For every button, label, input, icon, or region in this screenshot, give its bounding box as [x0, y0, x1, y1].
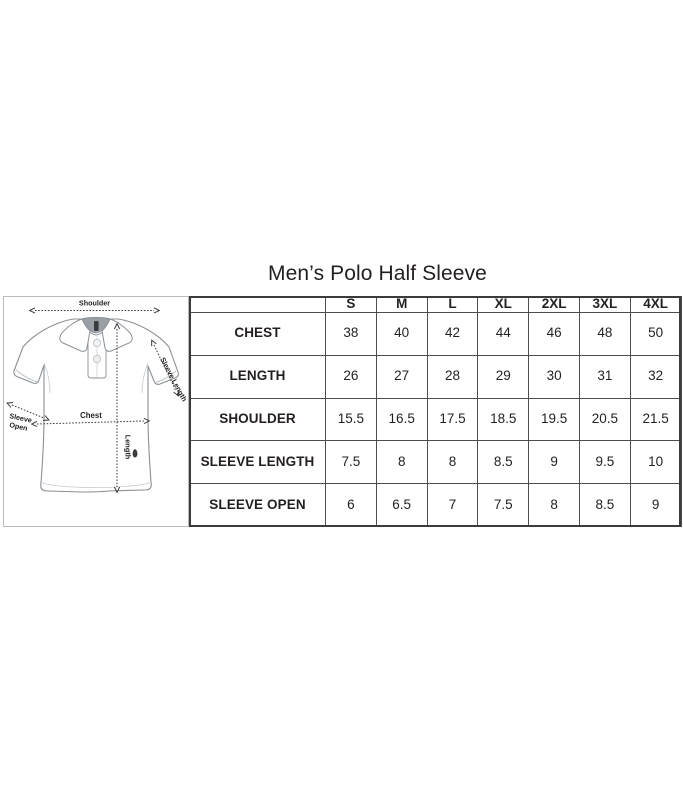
cell-sleeve-length-2xl: 9: [528, 440, 580, 485]
table-header-2xl: 2XL: [528, 296, 580, 313]
row-label-length: LENGTH: [189, 354, 326, 399]
cell-length-4xl: 32: [629, 354, 682, 399]
length-label: Length: [124, 435, 133, 460]
cell-sleeve-length-m: 8: [375, 440, 428, 485]
table-row: SHOULDER 15.5 16.5 17.5 18.5 19.5 20.5 21.5: [189, 397, 682, 442]
cell-shoulder-m: 16.5: [375, 397, 428, 442]
cell-chest-3xl: 48: [578, 311, 631, 356]
cell-shoulder-2xl: 19.5: [528, 397, 580, 442]
table-header-3xl: 3XL: [578, 296, 631, 313]
cell-chest-2xl: 46: [528, 311, 580, 356]
row-label-sleeve-open: SLEEVE OPEN: [189, 483, 326, 527]
table-header-m: M: [375, 296, 428, 313]
table-header-xl: XL: [477, 296, 530, 313]
table-row: CHEST 38 40 42 44 46 48 50: [189, 311, 682, 356]
cell-chest-4xl: 50: [629, 311, 682, 356]
cell-shoulder-s: 15.5: [325, 397, 377, 442]
table-header-l: L: [426, 296, 479, 313]
cell-shoulder-l: 17.5: [426, 397, 479, 442]
shoulder-label: Shoulder: [79, 299, 110, 308]
cell-chest-s: 38: [325, 311, 377, 356]
table-corner-cell: [189, 296, 326, 313]
table-row: SLEEVE LENGTH 7.5 8 8 8.5 9 9.5 10: [189, 440, 682, 485]
cell-sleeve-length-3xl: 9.5: [578, 440, 631, 485]
cell-sleeve-length-xl: 8.5: [477, 440, 530, 485]
cell-length-s: 26: [325, 354, 377, 399]
size-chart-table: S M L XL 2XL 3XL 4XL CHEST 38 40 42 44 46 48 50 LENGTH…: [189, 296, 682, 527]
garment-diagram-panel: Shoulder Length Chest Sleeve Length Slee…: [3, 296, 189, 527]
table-row: LENGTH 26 27 28 29 30 31 32: [189, 354, 682, 399]
table-row: SLEEVE OPEN 6 6.5 7 7.5 8 8.5 9: [189, 483, 682, 527]
cell-chest-m: 40: [375, 311, 428, 356]
cell-sleeve-open-xl: 7.5: [477, 483, 530, 527]
sleeve-open-measure-line: [12, 405, 44, 418]
cell-sleeve-open-3xl: 8.5: [578, 483, 631, 527]
table-header-s: S: [325, 296, 377, 313]
cell-sleeve-open-m: 6.5: [375, 483, 428, 527]
cell-length-3xl: 31: [578, 354, 631, 399]
polo-shirt-illustration: Shoulder Length Chest Sleeve Length Slee…: [4, 299, 189, 528]
cell-sleeve-length-4xl: 10: [629, 440, 682, 485]
size-chart-table-container: S M L XL 2XL 3XL 4XL CHEST 38 40 42 44 46 48 50 LENGTH…: [189, 296, 682, 527]
chest-label: Chest: [80, 411, 102, 420]
sleeve-open-label-line2: Open: [9, 420, 29, 433]
cell-length-m: 27: [375, 354, 428, 399]
cell-length-2xl: 30: [528, 354, 580, 399]
cell-sleeve-open-2xl: 8: [528, 483, 580, 527]
cell-length-l: 28: [426, 354, 479, 399]
sleeve-length-measure-line: [154, 345, 176, 391]
cell-sleeve-open-l: 7: [426, 483, 479, 527]
page-title: Men’s Polo Half Sleeve: [268, 262, 487, 285]
cell-length-xl: 29: [477, 354, 530, 399]
cell-sleeve-length-l: 8: [426, 440, 479, 485]
cell-chest-xl: 44: [477, 311, 530, 356]
cell-sleeve-open-4xl: 9: [629, 483, 682, 527]
cell-shoulder-3xl: 20.5: [578, 397, 631, 442]
cell-sleeve-open-s: 6: [325, 483, 377, 527]
row-label-chest: CHEST: [189, 311, 326, 356]
table-header-row: S M L XL 2XL 3XL 4XL: [189, 296, 682, 313]
cell-chest-l: 42: [426, 311, 479, 356]
row-label-sleeve-length: SLEEVE LENGTH: [189, 440, 326, 485]
cell-sleeve-length-s: 7.5: [325, 440, 377, 485]
cell-shoulder-4xl: 21.5: [629, 397, 682, 442]
cell-shoulder-xl: 18.5: [477, 397, 530, 442]
row-label-shoulder: SHOULDER: [189, 397, 326, 442]
shirt-body-group: [13, 317, 179, 493]
table-header-4xl: 4XL: [629, 296, 682, 313]
